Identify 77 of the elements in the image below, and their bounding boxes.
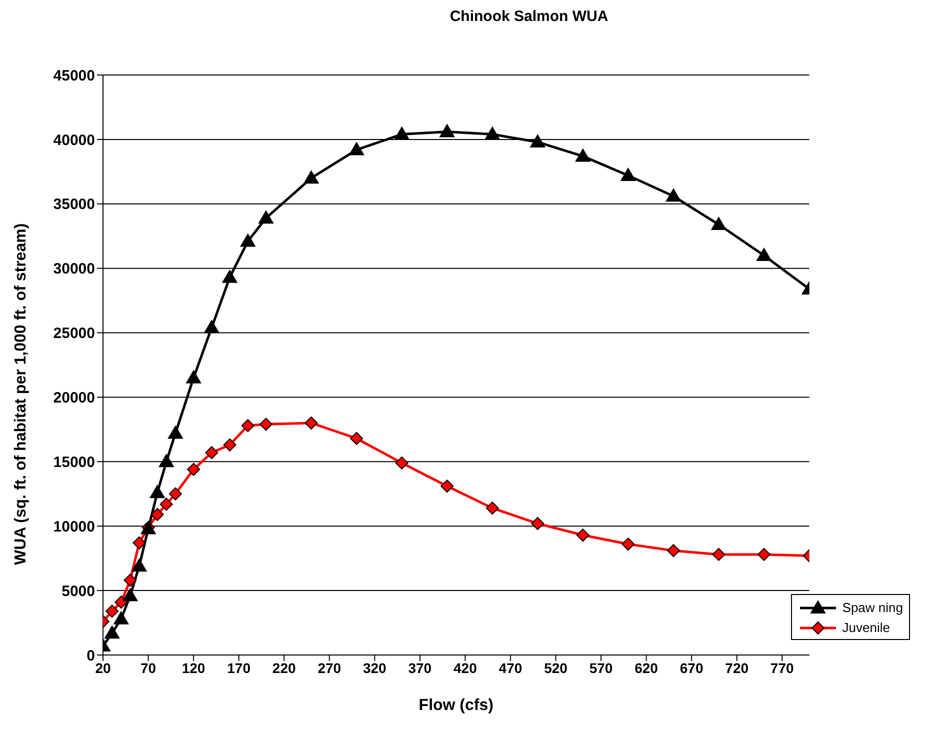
point: [160, 498, 173, 511]
point: [622, 538, 635, 551]
point: [106, 604, 119, 618]
point: [222, 270, 238, 283]
point: [530, 134, 546, 148]
point: [158, 454, 174, 468]
x-tick-label: 470: [498, 660, 522, 676]
point: [259, 418, 272, 431]
point: [132, 536, 146, 550]
point: [711, 217, 726, 230]
x-tick-label: 20: [95, 660, 111, 676]
point: [620, 168, 636, 182]
point: [350, 432, 364, 445]
x-tick-label: 420: [454, 660, 478, 676]
point: [104, 626, 120, 639]
x-tick-label: 520: [544, 660, 568, 676]
point: [440, 124, 455, 138]
y-tick-label: 25000: [53, 325, 95, 342]
y-tick-label: 15000: [53, 454, 95, 471]
point: [486, 502, 499, 515]
point: [114, 611, 129, 624]
x-tick-label: 770: [770, 660, 794, 676]
point: [150, 485, 165, 498]
y-tick-label: 40000: [53, 132, 95, 149]
x-tick-label: 120: [182, 660, 206, 676]
x-tick-label: 320: [362, 660, 387, 676]
point: [241, 419, 254, 432]
y-tick-label: 30000: [53, 260, 95, 278]
x-tick-label: 570: [589, 660, 613, 676]
y-tick-label: 5000: [62, 582, 95, 600]
point: [666, 188, 681, 202]
point: [484, 126, 500, 140]
point: [258, 210, 274, 224]
point: [575, 148, 590, 162]
point: [758, 548, 771, 561]
chart-title: Chinook Salmon WUA: [448, 8, 610, 25]
legend-label: Spaw ning: [842, 600, 903, 614]
point: [114, 596, 128, 609]
point: [168, 487, 182, 500]
y-tick-label: 10000: [53, 518, 95, 536]
point: [531, 517, 544, 530]
point: [395, 456, 408, 470]
point: [187, 462, 200, 476]
point: [304, 170, 319, 184]
x-tick-label: 70: [140, 660, 156, 676]
point: [132, 558, 147, 572]
point: [168, 426, 183, 439]
point: [150, 508, 164, 522]
point: [205, 446, 218, 460]
point: [240, 234, 256, 247]
y-axis-title: WUA (sq. ft. of habitat per 1,000 ft. of stream): [12, 223, 30, 565]
x-tick-label: 170: [227, 660, 251, 676]
point: [440, 480, 454, 493]
point: [304, 416, 318, 430]
point: [223, 438, 236, 452]
x-tick-label: 220: [272, 660, 296, 676]
point: [349, 142, 364, 156]
point: [124, 574, 137, 587]
legend-label: Juvenile: [842, 620, 890, 634]
x-tick-label: 270: [318, 660, 342, 676]
point: [576, 528, 590, 542]
y-tick-label: 20000: [53, 390, 95, 407]
point: [666, 544, 680, 558]
y-tick-label: 45000: [53, 67, 95, 84]
point: [122, 588, 138, 602]
point: [394, 126, 410, 140]
x-tick-label: 620: [634, 660, 658, 676]
y-tick-label: 0: [86, 647, 95, 664]
x-tick-label: 720: [725, 660, 749, 676]
point: [756, 248, 772, 261]
y-tick-label: 35000: [53, 196, 95, 214]
x-tick-label: 370: [408, 660, 432, 676]
x-axis-title: Flow (cfs): [418, 697, 494, 714]
point: [204, 320, 220, 334]
x-tick-label: 670: [680, 660, 704, 676]
point: [186, 370, 202, 384]
point: [712, 548, 726, 561]
